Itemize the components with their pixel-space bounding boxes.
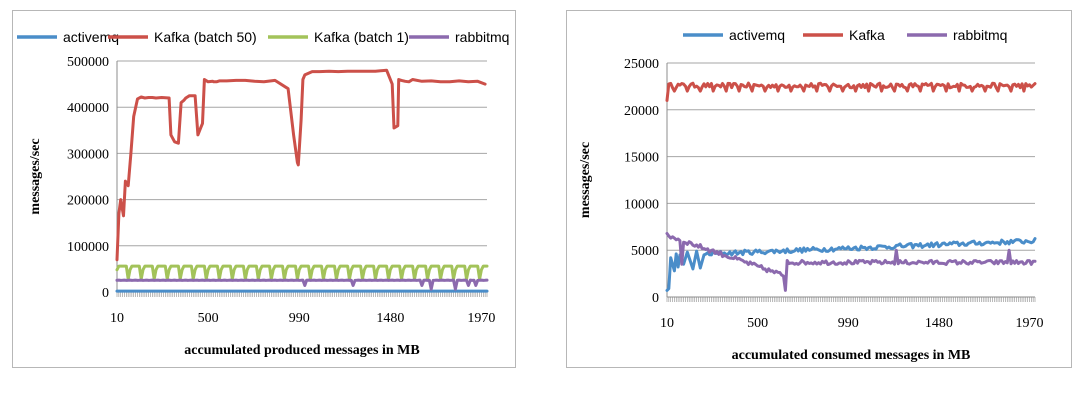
right-series-line-activemq	[665, 237, 1037, 292]
right-y-tick-label: 20000	[624, 104, 659, 119]
left-y-axis-title: messages/sec	[28, 138, 43, 214]
left-x-tick-label: 500	[198, 311, 219, 326]
right-x-axis-title: accumulated consumed messages in MB	[732, 348, 971, 363]
producer-throughput-chart: 0 100000 200000 300000 400000 500000 10 500 990 1…	[17, 29, 509, 358]
right-series-line-rabbitmq	[665, 232, 1037, 292]
left-y-tick-label: 200000	[67, 194, 109, 209]
left-x-axis-title: accumulated produced messages in MB	[184, 343, 419, 358]
left-x-tick-label: 1480	[376, 311, 404, 326]
right-y-tick-label: 25000	[624, 57, 659, 72]
left-legend-label-rabbitmq: rabbitmq	[455, 29, 509, 45]
left-x-tick-label: 10	[110, 311, 124, 326]
right-x-tick-label: 1480	[925, 316, 953, 331]
left-y-tick-label: 500000	[67, 55, 109, 70]
left-series-line-kafka-batch-1	[115, 264, 489, 281]
left-legend-label-activemq: activemq	[63, 29, 119, 45]
right-x-tick-label: 990	[838, 316, 859, 331]
consumer-throughput-chart: 0 5000 10000 15000 20000 25000 10 500 990 1480 197…	[578, 27, 1043, 363]
right-y-tick-label: 15000	[624, 151, 659, 166]
left-series-line-rabbitmq	[115, 278, 489, 291]
left-x-tick-label: 990	[289, 311, 310, 326]
left-y-tick-label: 0	[102, 286, 109, 301]
right-legend-label-rabbitmq: rabbitmq	[953, 27, 1007, 43]
right-series-line-kafka	[665, 81, 1037, 102]
left-y-tick-label: 400000	[67, 101, 109, 116]
left-chart-panel: 0 100000 200000 300000 400000 500000 10 500 990 1…	[12, 10, 516, 368]
left-y-tick-label: 100000	[67, 240, 109, 255]
right-y-tick-label: 0	[652, 291, 659, 306]
right-chart-panel: 0 5000 10000 15000 20000 25000 10 500 990 1480 197…	[566, 10, 1072, 368]
right-x-tick-label: 1970	[1015, 316, 1043, 331]
left-series-line-kafka-batch-50	[115, 68, 487, 262]
right-y-tick-label: 10000	[624, 197, 659, 212]
left-x-tick-label: 1970	[467, 311, 495, 326]
right-y-axis-title: messages/sec	[578, 142, 593, 218]
left-legend-label-kafka-batch-1: Kafka (batch 1)	[314, 29, 409, 45]
right-x-tick-label: 500	[747, 316, 768, 331]
left-y-tick-label: 300000	[67, 147, 109, 162]
right-x-tick-label: 10	[660, 316, 674, 331]
left-legend-label-kafka-batch-50: Kafka (batch 50)	[154, 29, 257, 45]
right-legend-label-activemq: activemq	[729, 27, 785, 43]
right-legend-label-kafka: Kafka	[849, 27, 885, 43]
right-y-tick-label: 5000	[631, 244, 659, 259]
